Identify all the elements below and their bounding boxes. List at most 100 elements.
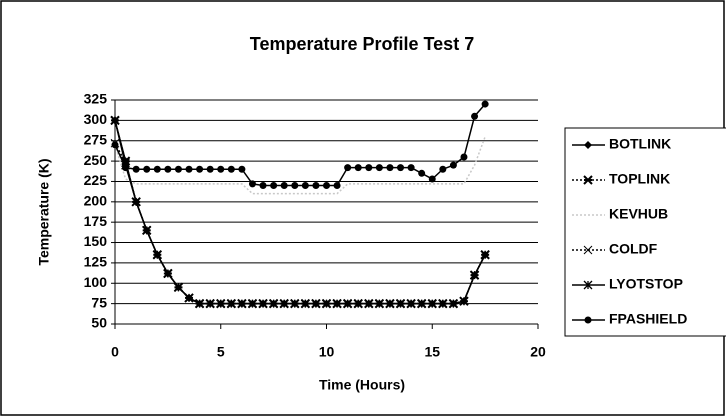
y-tick-label: 175: [84, 213, 108, 229]
marker: [312, 182, 320, 190]
marker: [417, 299, 427, 309]
legend-label: LYOTSTOP: [609, 276, 683, 292]
y-tick-label: 325: [84, 91, 108, 107]
marker: [332, 299, 342, 309]
y-tick-label: 75: [91, 294, 107, 310]
marker: [343, 299, 353, 309]
x-tick-label: 15: [424, 344, 440, 360]
marker: [111, 141, 119, 149]
marker: [227, 165, 235, 173]
marker: [122, 164, 130, 172]
marker: [470, 270, 480, 280]
marker: [217, 165, 225, 173]
marker: [428, 175, 436, 183]
marker: [480, 250, 490, 260]
marker: [459, 296, 469, 306]
marker: [196, 165, 204, 173]
marker: [406, 299, 416, 309]
x-tick-label: 10: [319, 344, 335, 360]
legend-label: FPASHIELD: [609, 311, 687, 327]
marker: [248, 180, 256, 188]
marker: [206, 165, 214, 173]
x-tick-label: 0: [111, 344, 119, 360]
legend-label: BOTLINK: [609, 136, 671, 152]
marker: [471, 112, 479, 120]
marker: [259, 182, 267, 190]
marker: [269, 299, 279, 309]
marker: [584, 316, 592, 324]
marker: [174, 165, 182, 173]
marker: [132, 165, 140, 173]
marker: [216, 299, 226, 309]
marker: [365, 164, 373, 172]
y-axis-label: Temperature (K): [36, 158, 52, 265]
marker: [110, 115, 120, 125]
y-tick-label: 125: [84, 254, 108, 270]
marker: [418, 169, 426, 177]
legend-label: COLDF: [609, 241, 658, 257]
x-tick-label: 20: [530, 344, 546, 360]
marker: [374, 299, 384, 309]
marker: [153, 165, 161, 173]
y-tick-label: 250: [84, 152, 108, 168]
marker: [583, 175, 593, 185]
marker: [354, 164, 362, 172]
x-axis-label: Time (Hours): [319, 377, 405, 393]
y-tick-label: 100: [84, 274, 108, 290]
marker: [353, 299, 363, 309]
marker: [583, 245, 593, 255]
marker: [300, 299, 310, 309]
marker: [248, 299, 257, 309]
y-tick-label: 225: [84, 172, 108, 188]
marker: [438, 299, 448, 309]
marker: [195, 299, 205, 309]
marker: [237, 299, 247, 309]
legend-label: KEVHUB: [609, 206, 668, 222]
y-tick-label: 50: [91, 315, 107, 331]
marker: [333, 182, 341, 190]
marker: [205, 299, 215, 309]
marker: [142, 225, 152, 235]
marker: [131, 197, 141, 207]
marker: [290, 299, 300, 309]
marker: [439, 165, 447, 173]
y-tick-label: 300: [84, 111, 108, 127]
marker: [184, 293, 194, 303]
marker: [279, 299, 289, 309]
marker: [185, 165, 193, 173]
marker: [323, 182, 330, 190]
x-tick-label: 5: [217, 344, 225, 360]
marker: [311, 299, 321, 309]
legend-box: [564, 127, 726, 337]
marker: [143, 165, 151, 173]
marker: [583, 280, 593, 290]
marker: [407, 164, 415, 172]
legend-label: TOPLINK: [609, 171, 670, 187]
marker: [396, 299, 405, 309]
marker: [427, 299, 437, 309]
marker: [164, 165, 172, 173]
marker: [375, 164, 383, 172]
marker: [364, 299, 374, 309]
marker: [258, 299, 268, 309]
marker: [270, 182, 278, 190]
y-tick-label: 150: [84, 233, 108, 249]
marker: [397, 164, 405, 172]
y-tick-label: 200: [84, 193, 108, 209]
marker: [280, 182, 288, 190]
marker: [226, 299, 236, 309]
marker: [448, 299, 458, 309]
marker: [481, 100, 489, 108]
marker: [386, 164, 394, 172]
marker: [584, 141, 592, 149]
marker: [163, 269, 173, 278]
marker: [344, 164, 352, 172]
marker: [291, 182, 299, 190]
marker: [238, 165, 246, 173]
marker: [322, 299, 331, 309]
marker: [152, 250, 162, 260]
marker: [385, 299, 395, 309]
marker: [301, 182, 309, 190]
chart-title: Temperature Profile Test 7: [250, 34, 474, 54]
